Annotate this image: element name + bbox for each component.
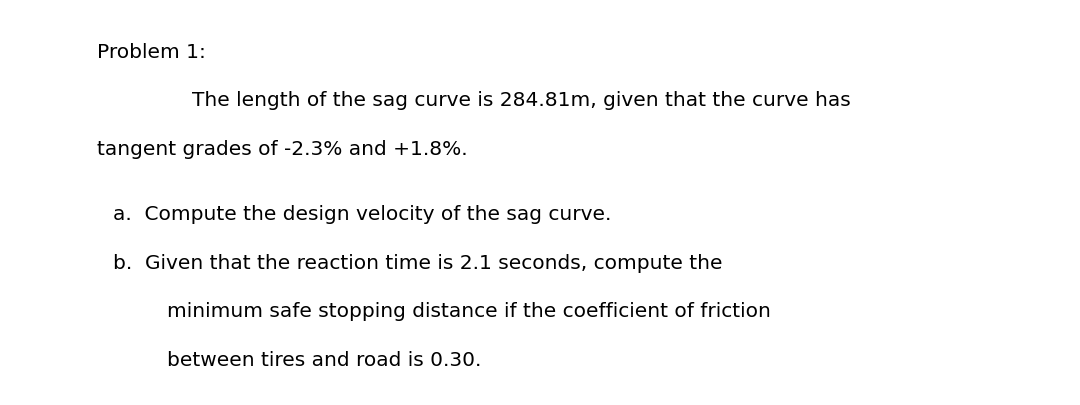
- Text: tangent grades of -2.3% and +1.8%.: tangent grades of -2.3% and +1.8%.: [97, 140, 468, 159]
- Text: between tires and road is 0.30.: between tires and road is 0.30.: [167, 350, 482, 369]
- Text: Problem 1:: Problem 1:: [97, 43, 206, 62]
- Text: b.  Given that the reaction time is 2.1 seconds, compute the: b. Given that the reaction time is 2.1 s…: [113, 253, 723, 272]
- Text: a.  Compute the design velocity of the sag curve.: a. Compute the design velocity of the sa…: [113, 205, 611, 224]
- Text: The length of the sag curve is 284.81m, given that the curve has: The length of the sag curve is 284.81m, …: [192, 91, 851, 110]
- Text: minimum safe stopping distance if the coefficient of friction: minimum safe stopping distance if the co…: [167, 302, 771, 321]
